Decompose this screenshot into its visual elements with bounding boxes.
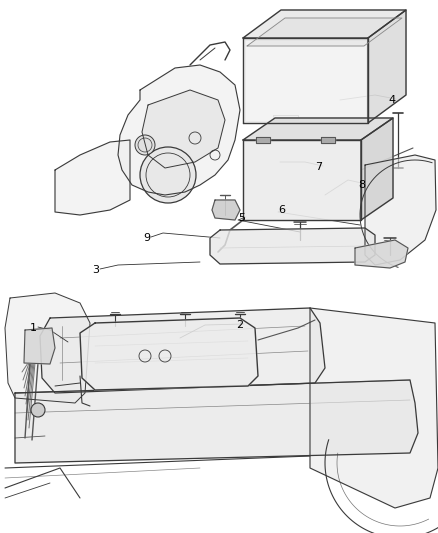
Polygon shape (5, 293, 90, 403)
Polygon shape (256, 137, 270, 143)
Text: 9: 9 (143, 233, 150, 243)
Text: 8: 8 (358, 180, 365, 190)
Circle shape (140, 147, 196, 203)
Polygon shape (118, 65, 240, 195)
Polygon shape (24, 328, 55, 364)
Polygon shape (15, 380, 418, 463)
Polygon shape (55, 140, 130, 215)
Circle shape (31, 403, 45, 417)
Text: 6: 6 (278, 205, 285, 215)
Polygon shape (355, 240, 408, 268)
Polygon shape (321, 137, 335, 143)
Polygon shape (40, 308, 325, 393)
Polygon shape (361, 118, 393, 220)
Polygon shape (310, 308, 438, 508)
Polygon shape (243, 118, 393, 140)
Text: 3: 3 (92, 265, 99, 275)
Text: 1: 1 (30, 323, 37, 333)
Polygon shape (212, 200, 240, 220)
Polygon shape (80, 318, 258, 390)
Polygon shape (368, 10, 406, 123)
Circle shape (135, 135, 155, 155)
Polygon shape (243, 140, 361, 220)
Polygon shape (247, 18, 402, 46)
Text: 7: 7 (315, 162, 322, 172)
Text: 4: 4 (388, 95, 395, 105)
Polygon shape (243, 38, 368, 123)
Polygon shape (210, 228, 375, 264)
Polygon shape (142, 90, 225, 168)
Polygon shape (365, 155, 436, 265)
Polygon shape (243, 10, 406, 38)
Text: 5: 5 (238, 213, 245, 223)
Text: 2: 2 (236, 320, 243, 330)
